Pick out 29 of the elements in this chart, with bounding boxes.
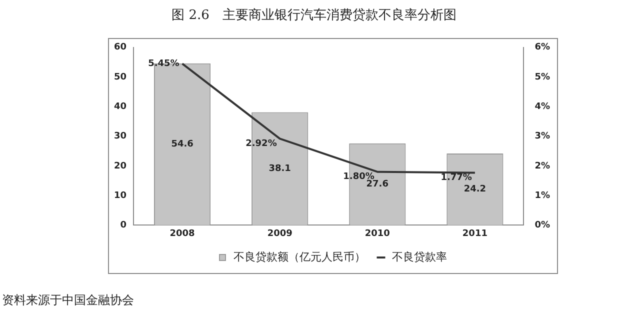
- data-label: 38.1: [268, 164, 291, 174]
- x-tick-label: 2008: [170, 228, 195, 239]
- x-tick-label: 2009: [267, 228, 292, 239]
- y2-tick-label: 2%: [534, 161, 550, 172]
- y2-tick-label: 1%: [534, 190, 550, 201]
- y-tick-label: 0: [120, 220, 127, 231]
- x-tick-label: 2010: [364, 228, 390, 239]
- legend-label: 不良贷款率: [392, 250, 447, 264]
- chart-title: 图 2.6 主要商业银行汽车消费贷款不良率分析图: [170, 7, 458, 24]
- y-tick-label: 30: [114, 132, 127, 142]
- data-label: 2.92%: [246, 139, 277, 150]
- y2-tick-label: 0%: [534, 220, 550, 231]
- y-tick-label: 40: [114, 102, 127, 112]
- x-tick-label: 2011: [462, 228, 488, 239]
- data-label: 1.77%: [440, 173, 472, 184]
- y2-tick-label: 6%: [534, 42, 550, 53]
- y-tick-label: 50: [114, 72, 127, 82]
- data-label: 27.6: [366, 180, 389, 190]
- y-tick-label: 60: [114, 42, 127, 53]
- data-label: 24.2: [464, 184, 486, 195]
- y2-tick-label: 4%: [534, 102, 550, 112]
- data-label: 54.6: [171, 140, 194, 150]
- y-tick-label: 20: [114, 161, 127, 172]
- text: 资料来源于中国金融协会: [2, 292, 134, 309]
- y2-tick-label: 5%: [534, 72, 550, 82]
- data-label: 5.45%: [148, 59, 180, 70]
- legend-label: 不良贷款额（亿元人民币）: [234, 250, 366, 264]
- y-tick-label: 10: [114, 190, 127, 201]
- y2-tick-label: 3%: [534, 132, 550, 142]
